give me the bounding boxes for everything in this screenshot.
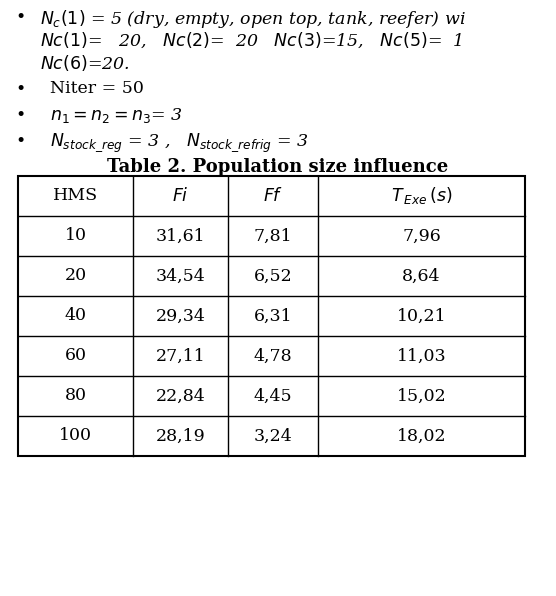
Text: HMS: HMS [53, 188, 98, 204]
Text: •: • [15, 132, 25, 150]
Text: 34,54: 34,54 [156, 268, 205, 284]
Text: •: • [15, 106, 25, 124]
Text: Table 2. Population size influence: Table 2. Population size influence [107, 158, 449, 176]
Text: •: • [15, 80, 25, 98]
Text: $Ff$: $Ff$ [263, 187, 283, 205]
Text: $T_{\,Exe}\,(s)$: $T_{\,Exe}\,(s)$ [391, 185, 452, 206]
Text: $Nc(6)$=20.: $Nc(6)$=20. [40, 53, 130, 73]
Text: 10: 10 [64, 228, 87, 244]
Text: $N_{stock\_reg}$ = 3 ,   $N_{stock\_refrig}$ = 3: $N_{stock\_reg}$ = 3 , $N_{stock\_refrig… [50, 132, 309, 154]
Text: 3,24: 3,24 [254, 427, 292, 445]
Text: 7,81: 7,81 [254, 228, 292, 244]
Text: 11,03: 11,03 [396, 347, 446, 365]
Text: 10,21: 10,21 [396, 308, 446, 324]
Text: •: • [15, 8, 25, 26]
Text: 28,19: 28,19 [156, 427, 205, 445]
Text: 20: 20 [64, 268, 87, 284]
Text: 100: 100 [59, 427, 92, 445]
Text: 27,11: 27,11 [156, 347, 205, 365]
Text: $Nc(1)$=   20,   $Nc(2)$=  20   $Nc(3)$=15,   $Nc(5)$=  1: $Nc(1)$= 20, $Nc(2)$= 20 $Nc(3)$=15, $Nc… [40, 31, 462, 50]
Text: 31,61: 31,61 [156, 228, 205, 244]
Text: 8,64: 8,64 [402, 268, 441, 284]
Text: 80: 80 [64, 387, 87, 405]
Text: $n_1 = n_2 = n_3$= 3: $n_1 = n_2 = n_3$= 3 [50, 106, 183, 125]
Text: 29,34: 29,34 [156, 308, 205, 324]
Bar [18, 176, 525, 456]
Text: 22,84: 22,84 [156, 387, 205, 405]
Text: 7,96: 7,96 [402, 228, 441, 244]
Text: $N_c(1)$ = 5 (dry, empty, open top, tank, reefer) wi: $N_c(1)$ = 5 (dry, empty, open top, tank… [40, 8, 466, 30]
Text: 4,78: 4,78 [254, 347, 292, 365]
Text: 15,02: 15,02 [396, 387, 446, 405]
Text: 40: 40 [64, 308, 87, 324]
Text: 60: 60 [64, 347, 87, 365]
Text: $Fi$: $Fi$ [172, 187, 189, 205]
Text: 6,31: 6,31 [254, 308, 292, 324]
Text: 4,45: 4,45 [254, 387, 292, 405]
Text: 6,52: 6,52 [254, 268, 292, 284]
Text: 18,02: 18,02 [396, 427, 446, 445]
Text: Niter = 50: Niter = 50 [50, 80, 144, 97]
